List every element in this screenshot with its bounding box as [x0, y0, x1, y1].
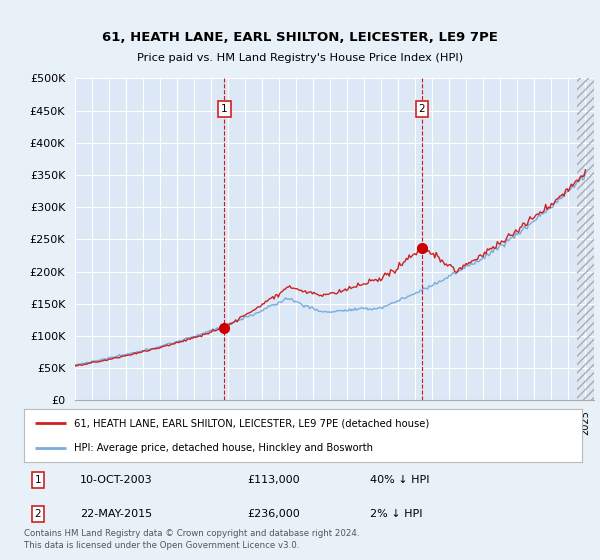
Text: This data is licensed under the Open Government Licence v3.0.: This data is licensed under the Open Gov… — [24, 541, 299, 550]
Text: 1: 1 — [35, 475, 41, 486]
Bar — [577, 78, 600, 400]
Text: 2: 2 — [418, 104, 425, 114]
Text: 61, HEATH LANE, EARL SHILTON, LEICESTER, LE9 7PE (detached house): 61, HEATH LANE, EARL SHILTON, LEICESTER,… — [74, 418, 430, 428]
Text: 1: 1 — [221, 104, 228, 114]
Text: Price paid vs. HM Land Registry's House Price Index (HPI): Price paid vs. HM Land Registry's House … — [137, 53, 463, 63]
Text: 22-MAY-2015: 22-MAY-2015 — [80, 508, 152, 519]
Text: Contains HM Land Registry data © Crown copyright and database right 2024.: Contains HM Land Registry data © Crown c… — [24, 530, 359, 539]
Text: HPI: Average price, detached house, Hinckley and Bosworth: HPI: Average price, detached house, Hinc… — [74, 442, 373, 452]
Text: 2% ↓ HPI: 2% ↓ HPI — [370, 508, 422, 519]
Text: £113,000: £113,000 — [247, 475, 300, 486]
Text: 10-OCT-2003: 10-OCT-2003 — [80, 475, 152, 486]
Text: 2: 2 — [35, 508, 41, 519]
Text: £236,000: £236,000 — [247, 508, 300, 519]
Text: 40% ↓ HPI: 40% ↓ HPI — [370, 475, 430, 486]
Text: 61, HEATH LANE, EARL SHILTON, LEICESTER, LE9 7PE: 61, HEATH LANE, EARL SHILTON, LEICESTER,… — [102, 31, 498, 44]
